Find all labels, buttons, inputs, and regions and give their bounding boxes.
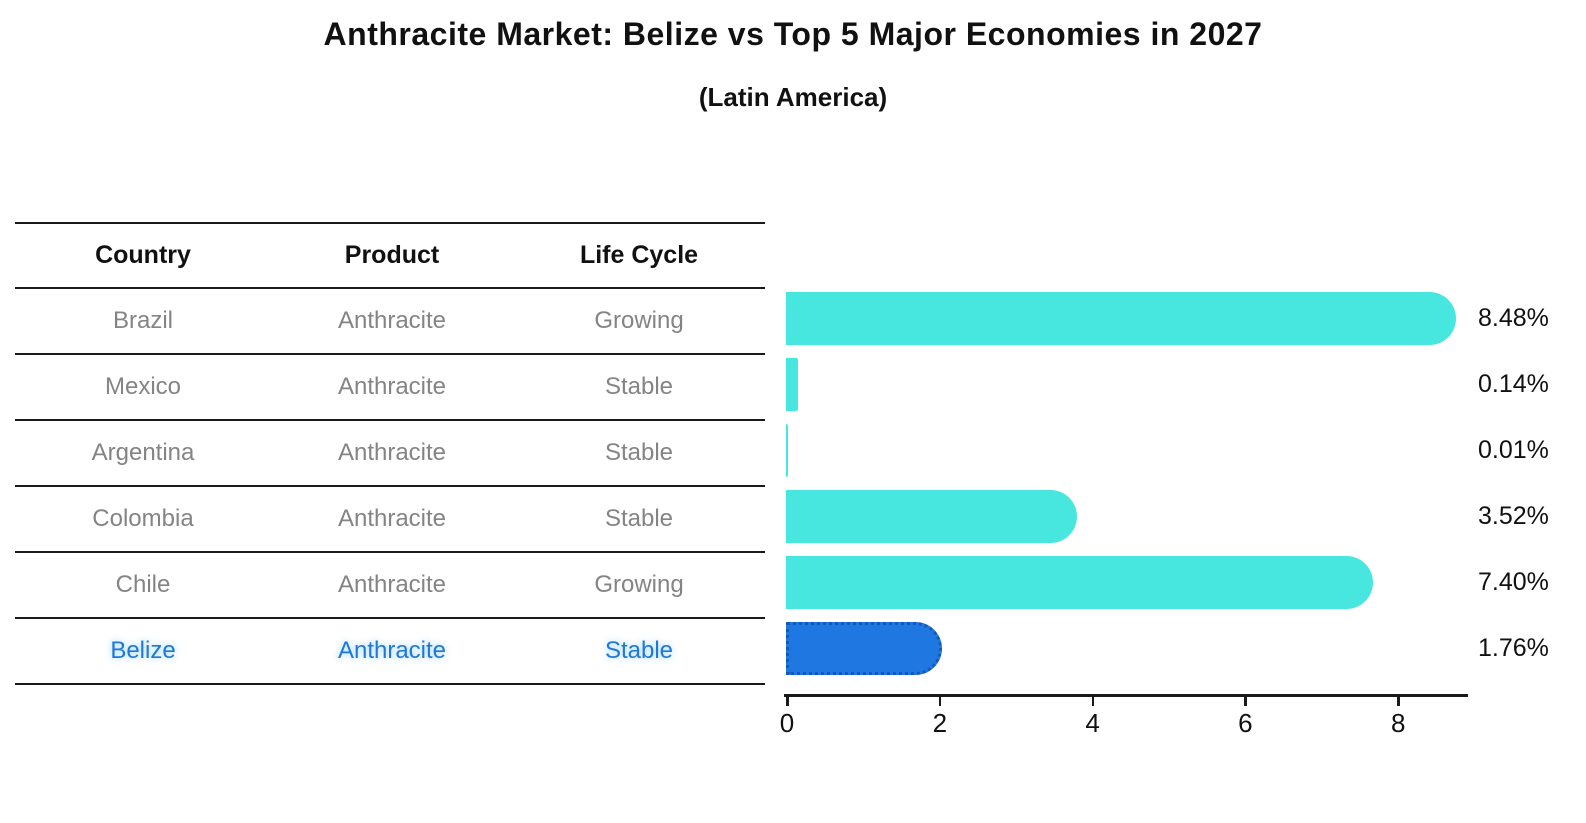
cell-product: Anthracite	[337, 373, 447, 400]
tick-mark	[1397, 697, 1400, 706]
cell-country: Colombia	[92, 505, 194, 532]
value-label-chile: 7.40%	[1478, 567, 1549, 596]
cell-product: Anthracite	[337, 637, 447, 664]
bar-row	[786, 615, 1486, 681]
value-label-argentina: 0.01%	[1478, 435, 1549, 464]
cell-product: Anthracite	[337, 505, 447, 532]
chart-title: Anthracite Market: Belize vs Top 5 Major…	[323, 16, 1263, 52]
table-row-colombia: Colombia Anthracite Stable	[15, 487, 765, 553]
bar-row	[786, 483, 1486, 549]
cell-country: Belize	[110, 637, 176, 664]
cell-country: Brazil	[112, 307, 173, 334]
cell-product: Anthracite	[337, 571, 447, 598]
cell-country: Chile	[115, 571, 171, 598]
tick-label: 4	[1085, 708, 1100, 738]
cell-country: Mexico	[104, 373, 182, 400]
bar-chart-area	[786, 285, 1486, 681]
table-row-brazil: Brazil Anthracite Growing	[15, 289, 765, 355]
chart-subtitle: (Latin America)	[698, 82, 888, 112]
value-label-mexico: 0.14%	[1478, 369, 1549, 398]
tick-label: 2	[932, 708, 948, 738]
col-header-country: Country	[95, 241, 191, 269]
bar-row	[786, 549, 1486, 615]
bar-mexico	[786, 357, 799, 411]
bar-colombia	[786, 489, 1077, 543]
tick-label: 0	[779, 708, 795, 738]
col-header-lifecycle: Life Cycle	[579, 241, 699, 269]
cell-lifecycle: Stable	[604, 373, 674, 400]
cell-country: Argentina	[91, 439, 195, 466]
table-row-belize: Belize Anthracite Stable	[15, 619, 765, 685]
value-label-colombia: 3.52%	[1478, 501, 1549, 530]
value-label-brazil: 8.48%	[1478, 303, 1549, 332]
tick-mark	[938, 697, 942, 706]
table-row-mexico: Mexico Anthracite Stable	[15, 355, 765, 421]
country-table: Country Product Life Cycle Brazil Anthra…	[15, 222, 765, 685]
bar-chile	[786, 555, 1374, 609]
tick-mark	[1244, 697, 1247, 706]
cell-lifecycle: Growing	[594, 307, 684, 334]
bar-argentina	[786, 423, 789, 477]
tick-label: 6	[1238, 708, 1253, 738]
tick-mark	[1091, 697, 1095, 706]
cell-lifecycle: Stable	[604, 637, 674, 664]
cell-lifecycle: Stable	[604, 439, 674, 466]
bar-row	[786, 285, 1486, 351]
table-header-row: Country Product Life Cycle	[15, 222, 765, 289]
bar-row	[786, 417, 1486, 483]
cell-lifecycle: Growing	[594, 571, 684, 598]
x-axis-line	[784, 694, 1468, 697]
table-row-chile: Chile Anthracite Growing	[15, 553, 765, 619]
table-row-argentina: Argentina Anthracite Stable	[15, 421, 765, 487]
bar-row	[786, 351, 1486, 417]
cell-product: Anthracite	[337, 307, 447, 334]
tick-label: 8	[1390, 708, 1406, 738]
col-header-product: Product	[344, 241, 440, 269]
value-labels: 8.48% 0.14% 0.01% 3.52% 7.40% 1.76%	[1478, 285, 1584, 681]
bar-brazil	[786, 291, 1456, 345]
value-label-belize: 1.76%	[1478, 633, 1549, 662]
tick-mark	[786, 697, 789, 706]
cell-product: Anthracite	[337, 439, 447, 466]
cell-lifecycle: Stable	[604, 505, 674, 532]
bar-belize-highlighted	[786, 621, 943, 675]
x-axis: 0 2 4 6 8	[780, 694, 1468, 754]
